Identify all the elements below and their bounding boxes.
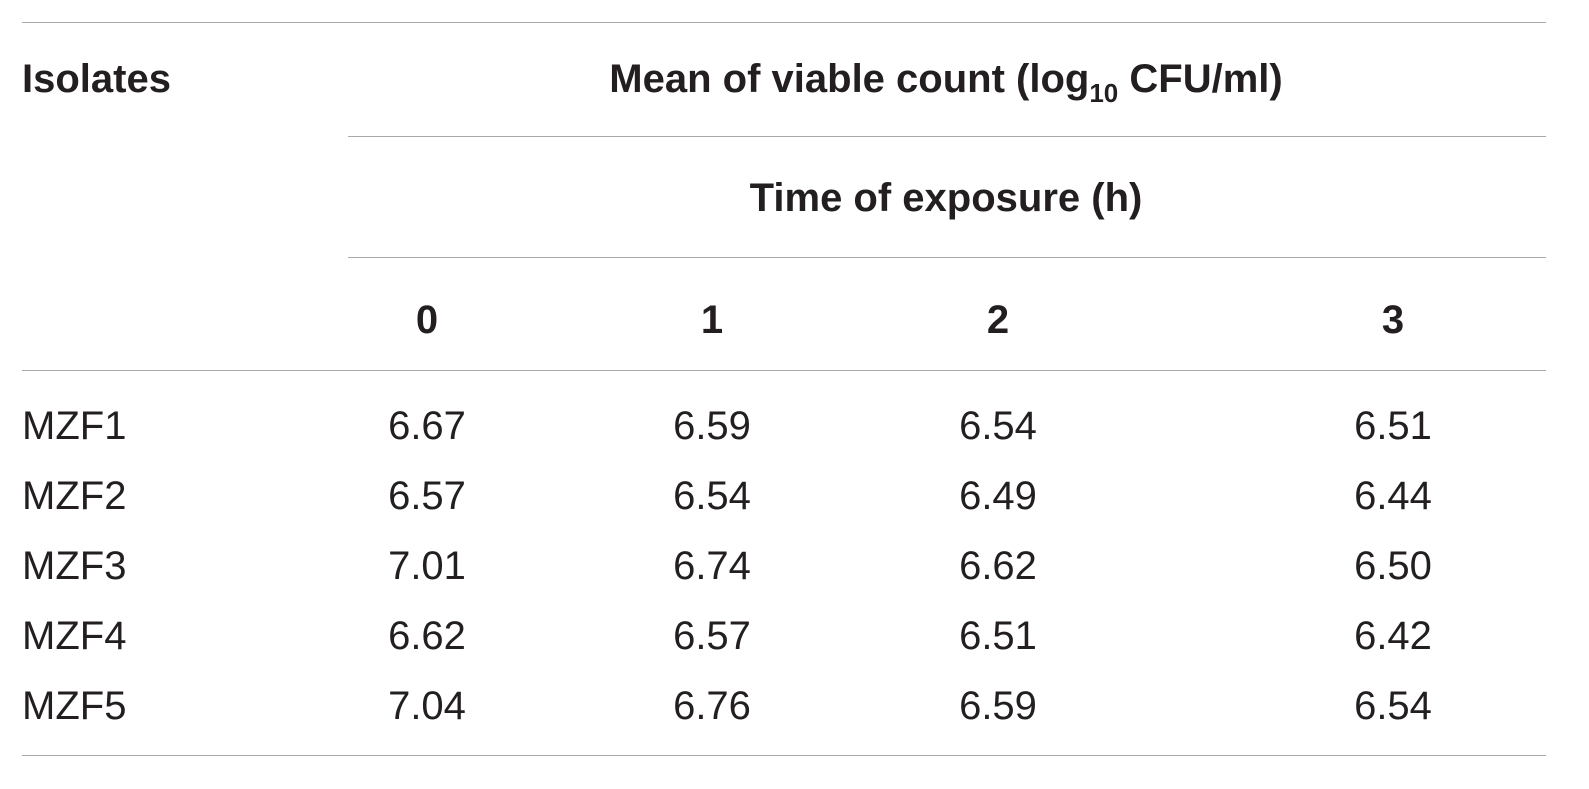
value-cell: 6.44 <box>1354 474 1432 518</box>
value-cell: 6.62 <box>388 614 466 658</box>
value-cell: 6.51 <box>959 614 1037 658</box>
value-cell: 6.74 <box>673 544 751 588</box>
group-header-rule <box>348 136 1546 137</box>
isolate-name: MZF1 <box>22 404 127 448</box>
value-cell: 7.01 <box>388 544 466 588</box>
value-cell: 6.50 <box>1354 544 1432 588</box>
group-header-prefix: Mean of viable count (log <box>609 57 1090 101</box>
isolate-name: MZF2 <box>22 474 127 518</box>
sub-header: Time of exposure (h) <box>749 176 1143 220</box>
value-cell: 6.54 <box>959 404 1037 448</box>
value-cell: 6.57 <box>673 614 751 658</box>
column-header: 2 <box>986 298 1010 342</box>
value-cell: 6.62 <box>959 544 1037 588</box>
sub-header-rule <box>348 257 1546 258</box>
group-header-subscript: 10 <box>1089 78 1119 108</box>
value-cell: 6.51 <box>1354 404 1432 448</box>
value-cell: 6.49 <box>959 474 1037 518</box>
value-cell: 6.59 <box>673 404 751 448</box>
isolate-name: MZF5 <box>22 684 127 728</box>
value-cell: 6.57 <box>388 474 466 518</box>
value-cell: 6.67 <box>388 404 466 448</box>
column-header: 0 <box>415 298 439 342</box>
value-cell: 6.42 <box>1354 614 1432 658</box>
value-cell: 7.04 <box>388 684 466 728</box>
group-header: Mean of viable count (log10 CFU/ml) <box>609 57 1283 106</box>
column-header: 3 <box>1381 298 1405 342</box>
header-bottom-rule <box>22 370 1546 371</box>
value-cell: 6.59 <box>959 684 1037 728</box>
value-cell: 6.54 <box>673 474 751 518</box>
value-cell: 6.76 <box>673 684 751 728</box>
stub-header: Isolates <box>22 57 171 101</box>
group-header-suffix: CFU/ml) <box>1118 57 1283 101</box>
isolate-name: MZF3 <box>22 544 127 588</box>
isolate-name: MZF4 <box>22 614 127 658</box>
column-header: 1 <box>700 298 724 342</box>
top-rule <box>22 22 1546 23</box>
bottom-rule <box>22 755 1546 756</box>
value-cell: 6.54 <box>1354 684 1432 728</box>
